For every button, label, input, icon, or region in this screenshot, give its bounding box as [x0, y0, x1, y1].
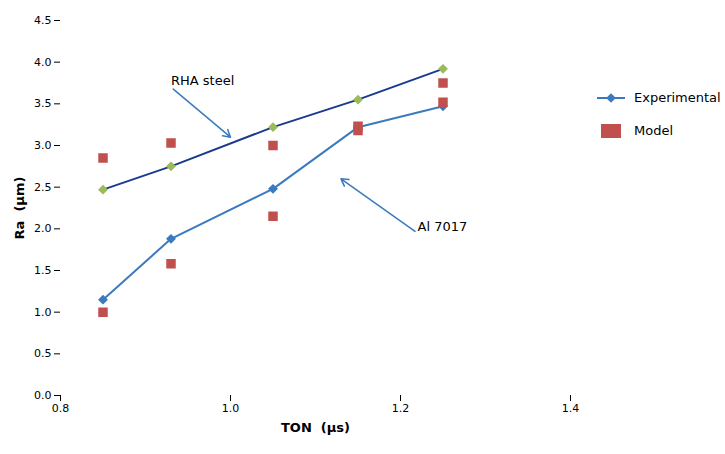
svg-text:4.0: 4.0 — [34, 56, 52, 69]
svg-text:1.5: 1.5 — [34, 264, 52, 277]
svg-text:3.5: 3.5 — [34, 97, 52, 110]
svg-text:1.0: 1.0 — [222, 402, 240, 415]
html-text:Experimental: Experimental — [634, 90, 721, 105]
svg-text:Al 7017: Al 7017 — [418, 219, 468, 234]
svg-text:1.4: 1.4 — [562, 402, 580, 415]
svg-text:1.0: 1.0 — [34, 306, 52, 319]
svg-text:2.5: 2.5 — [34, 181, 52, 194]
html-text:Model: Model — [634, 123, 673, 138]
svg-text:0.0: 0.0 — [34, 389, 52, 402]
svg-text:3.0: 3.0 — [34, 139, 52, 152]
svg-text:Ra (μm): Ra (μm) — [12, 177, 27, 240]
svg-text:TON (μs): TON (μs) — [281, 420, 350, 435]
svg-text:1.2: 1.2 — [392, 402, 410, 415]
svg-text:0.5: 0.5 — [34, 347, 52, 360]
svg-text:4.5: 4.5 — [34, 14, 52, 27]
svg-text:RHA steel: RHA steel — [171, 73, 234, 88]
svg-text:2.0: 2.0 — [34, 222, 52, 235]
svg-text:0.8: 0.8 — [52, 402, 70, 415]
